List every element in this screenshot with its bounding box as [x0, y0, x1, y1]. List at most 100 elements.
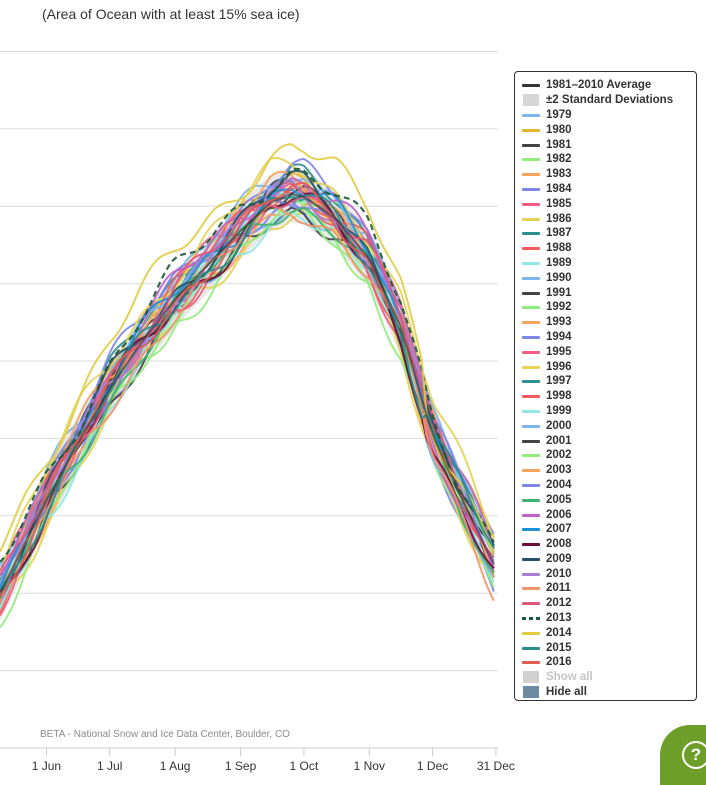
legend-label: ±2 Standard Deviations [546, 94, 674, 107]
legend-swatch [522, 626, 540, 640]
legend-label: 2015 [546, 641, 572, 654]
legend-label: 2013 [546, 612, 572, 625]
legend-label: 2011 [546, 582, 571, 595]
legend-item-1998[interactable]: 1998 [522, 389, 696, 404]
series-line-2013[interactable] [0, 167, 495, 563]
legend-item-1987[interactable]: 1987 [522, 226, 696, 241]
legend-item-2008[interactable]: 2008 [522, 537, 696, 552]
legend-swatch [522, 537, 540, 551]
legend-label: 1981–2010 Average [546, 79, 652, 92]
series-line-2014[interactable] [0, 143, 495, 553]
legend-label: 1999 [546, 404, 572, 417]
legend-swatch [522, 108, 540, 122]
legend-item-1991[interactable]: 1991 [522, 285, 696, 300]
legend-swatch [522, 182, 540, 196]
legend-item-1995[interactable]: 1995 [522, 344, 696, 359]
legend-item-1988[interactable]: 1988 [522, 241, 696, 256]
legend-swatch [522, 389, 540, 403]
legend-item-1980[interactable]: 1980 [522, 122, 696, 137]
legend-label: 1987 [546, 227, 572, 240]
legend-label: 2003 [546, 464, 572, 477]
legend-item-2013[interactable]: 2013 [522, 611, 696, 626]
legend-swatch [522, 374, 540, 388]
series-line-2015[interactable] [0, 193, 495, 599]
legend-item-1981-2010-average[interactable]: 1981–2010 Average [522, 78, 696, 93]
legend-swatch [522, 256, 540, 270]
average-line[interactable] [0, 192, 495, 594]
legend-label: 1992 [546, 301, 572, 314]
legend-label: 2016 [546, 656, 572, 669]
legend-item-2011[interactable]: 2011 [522, 581, 696, 596]
legend-swatch [522, 434, 540, 448]
average-line-group [0, 192, 495, 594]
legend-item-1989[interactable]: 1989 [522, 256, 696, 271]
legend-item-2003[interactable]: 2003 [522, 463, 696, 478]
legend-item-2004[interactable]: 2004 [522, 478, 696, 493]
x-tick-label: 1 Dec [417, 759, 448, 773]
legend-label: 1998 [546, 390, 572, 403]
legend-item-1990[interactable]: 1990 [522, 270, 696, 285]
legend-swatch [522, 212, 540, 226]
legend-item-2002[interactable]: 2002 [522, 448, 696, 463]
legend-item-1992[interactable]: 1992 [522, 300, 696, 315]
legend-item-2007[interactable]: 2007 [522, 522, 696, 537]
legend-item-2016[interactable]: 2016 [522, 655, 696, 670]
x-tick-label: 1 Sep [225, 759, 257, 773]
series-line-2011[interactable] [0, 204, 495, 604]
legend-item-1986[interactable]: 1986 [522, 211, 696, 226]
legend-item-1985[interactable]: 1985 [522, 196, 696, 211]
legend-swatch [522, 226, 540, 240]
legend-item-2000[interactable]: 2000 [522, 418, 696, 433]
legend-item-1994[interactable]: 1994 [522, 330, 696, 345]
legend-item-2006[interactable]: 2006 [522, 507, 696, 522]
legend-label: 2004 [546, 478, 572, 491]
legend-item-2010[interactable]: 2010 [522, 566, 696, 581]
legend-label: 1997 [546, 375, 572, 388]
series-line-2010[interactable] [0, 178, 495, 605]
legend-label: 2001 [546, 434, 572, 447]
legend-label: 2012 [546, 597, 572, 610]
legend-item-1996[interactable]: 1996 [522, 359, 696, 374]
legend-label: 2000 [546, 419, 572, 432]
legend-item-2009[interactable]: 2009 [522, 552, 696, 567]
series-line-1986[interactable] [0, 207, 495, 602]
legend-swatch [522, 463, 540, 477]
legend-label: 1989 [546, 256, 572, 269]
legend-item-1993[interactable]: 1993 [522, 315, 696, 330]
legend-item-2012[interactable]: 2012 [522, 596, 696, 611]
legend-item-1983[interactable]: 1983 [522, 167, 696, 182]
legend-item-1981[interactable]: 1981 [522, 137, 696, 152]
series-line-2012[interactable] [0, 194, 495, 572]
legend-item-1982[interactable]: 1982 [522, 152, 696, 167]
legend-item-1997[interactable]: 1997 [522, 374, 696, 389]
legend-item-hide-all[interactable]: Hide all [522, 685, 696, 700]
legend-item--2-standard-deviations[interactable]: ±2 Standard Deviations [522, 93, 696, 108]
legend-swatch [522, 286, 540, 300]
legend-item-1979[interactable]: 1979 [522, 108, 696, 123]
legend-label: 1995 [546, 345, 572, 358]
series-line-2016[interactable] [0, 181, 390, 597]
legend-item-1999[interactable]: 1999 [522, 404, 696, 419]
legend-item-show-all[interactable]: Show all [522, 670, 696, 685]
legend-swatch [522, 581, 540, 595]
help-button[interactable]: ? [660, 725, 706, 785]
x-tick-label: 1 Jul [97, 759, 122, 773]
legend-swatch [522, 641, 540, 655]
legend-swatch [522, 478, 540, 492]
legend-label: 1990 [546, 271, 572, 284]
legend-swatch [522, 241, 540, 255]
legend-swatch [522, 611, 540, 625]
legend-item-2001[interactable]: 2001 [522, 433, 696, 448]
legend-swatch [522, 93, 540, 107]
legend-item-2005[interactable]: 2005 [522, 492, 696, 507]
legend-label: 2002 [546, 449, 572, 462]
x-tick-label: 1 Nov [354, 759, 385, 773]
legend-swatch [522, 78, 540, 92]
legend-label: 1982 [546, 153, 572, 166]
legend-item-2015[interactable]: 2015 [522, 640, 696, 655]
legend-item-1984[interactable]: 1984 [522, 182, 696, 197]
legend-swatch [522, 493, 540, 507]
legend-swatch [522, 404, 540, 418]
x-tick-label: 1 Oct [290, 759, 319, 773]
legend-item-2014[interactable]: 2014 [522, 625, 696, 640]
